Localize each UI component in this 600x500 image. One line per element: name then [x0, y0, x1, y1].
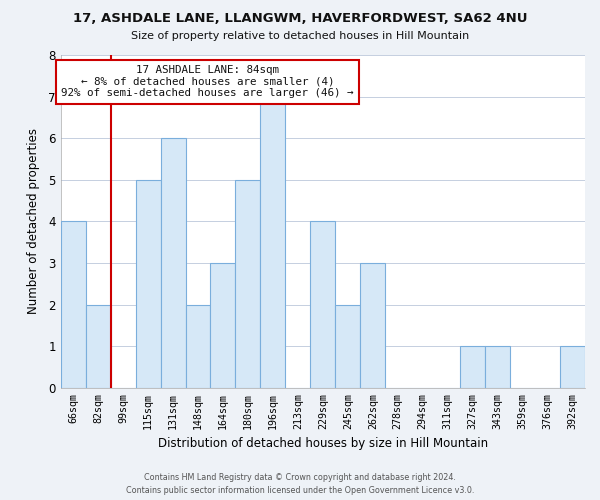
Bar	[310, 222, 335, 388]
Text: Size of property relative to detached houses in Hill Mountain: Size of property relative to detached ho…	[131, 31, 469, 41]
Bar	[211, 263, 235, 388]
Bar	[460, 346, 485, 388]
Bar	[86, 304, 110, 388]
Text: Contains HM Land Registry data © Crown copyright and database right 2024.
Contai: Contains HM Land Registry data © Crown c…	[126, 473, 474, 495]
Bar	[560, 346, 585, 388]
X-axis label: Distribution of detached houses by size in Hill Mountain: Distribution of detached houses by size …	[158, 437, 488, 450]
Bar	[235, 180, 260, 388]
Bar	[136, 180, 161, 388]
Text: 17, ASHDALE LANE, LLANGWM, HAVERFORDWEST, SA62 4NU: 17, ASHDALE LANE, LLANGWM, HAVERFORDWEST…	[73, 12, 527, 26]
Bar	[485, 346, 510, 388]
Bar	[61, 222, 86, 388]
Bar	[260, 96, 286, 388]
Bar	[161, 138, 185, 388]
Y-axis label: Number of detached properties: Number of detached properties	[27, 128, 40, 314]
Text: 17 ASHDALE LANE: 84sqm
← 8% of detached houses are smaller (4)
92% of semi-detac: 17 ASHDALE LANE: 84sqm ← 8% of detached …	[61, 65, 354, 98]
Bar	[335, 304, 360, 388]
Bar	[185, 304, 211, 388]
Bar	[360, 263, 385, 388]
